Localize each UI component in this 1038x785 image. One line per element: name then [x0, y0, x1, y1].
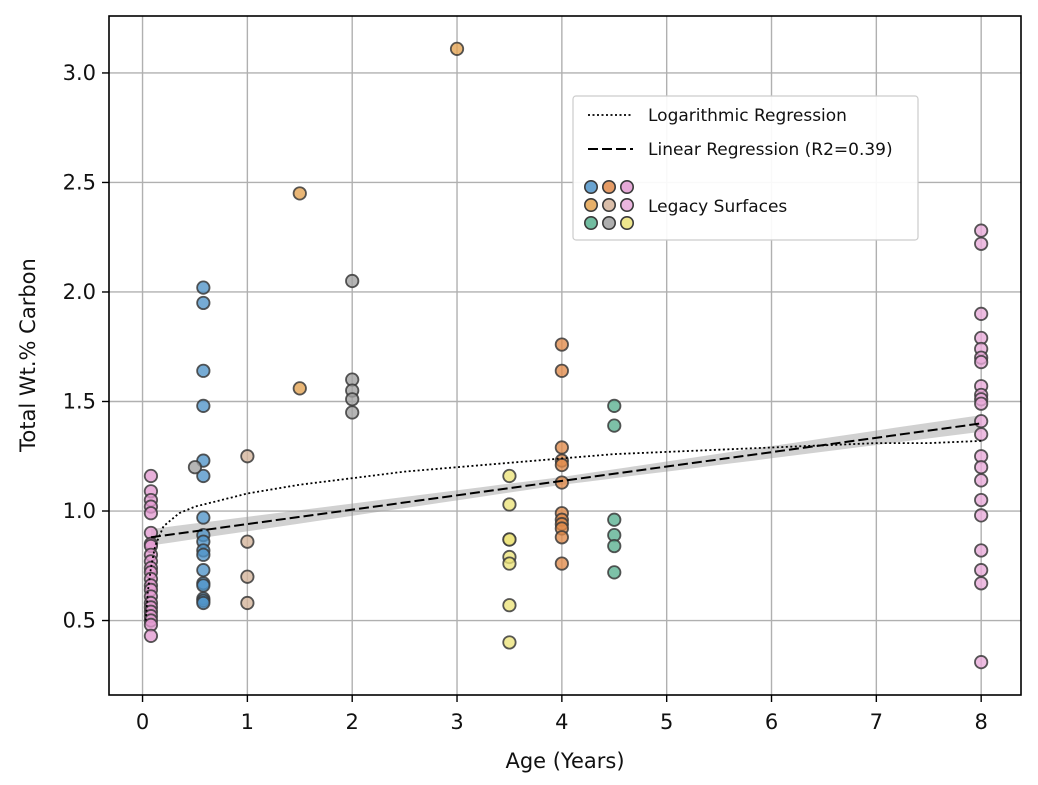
x-tick-label-2: 2 — [346, 710, 359, 734]
y-tick-label-1.0: 1.0 — [63, 499, 96, 523]
x-tick-label-0: 0 — [136, 710, 149, 734]
data-point-s8-20 — [974, 576, 989, 591]
data-point-s3-3 — [240, 595, 255, 611]
y-tick-label-3.0: 3.0 — [63, 61, 96, 85]
data-point-s5-6 — [502, 598, 517, 613]
data-point-s0-0 — [143, 468, 159, 484]
data-point-s5-7 — [502, 635, 517, 650]
data-point-s7-0 — [607, 398, 622, 413]
data-point-s1-16 — [196, 595, 211, 611]
data-point-s4-0 — [292, 186, 307, 201]
data-point-s7-2 — [607, 512, 622, 527]
data-point-s8-21 — [974, 655, 989, 670]
data-point-s8-16 — [974, 492, 989, 508]
data-point-s2-0 — [187, 460, 203, 475]
data-point-s2-1 — [345, 273, 360, 289]
data-point-s0-22 — [143, 628, 159, 643]
data-point-s3-0 — [240, 449, 255, 464]
data-point-s1-2 — [196, 363, 211, 378]
data-point-s6-4 — [554, 457, 569, 473]
y-tick-label-0.5: 0.5 — [63, 609, 96, 633]
legend-legacy-swatches — [583, 180, 634, 231]
data-point-s8-11 — [974, 414, 989, 429]
y-axis-label: Total Wt.% Carbon — [16, 258, 40, 453]
data-point-s1-13 — [196, 578, 211, 593]
data-point-s1-6 — [196, 510, 211, 525]
data-point-s5-5 — [502, 556, 517, 571]
data-point-s4-1 — [292, 381, 307, 396]
data-points — [143, 41, 989, 670]
data-point-s8-2 — [974, 306, 989, 321]
data-point-s1-1 — [196, 295, 211, 311]
legend-legacy-swatch-6 — [583, 216, 598, 231]
x-tick-label-8: 8 — [974, 710, 987, 734]
data-point-s6-11 — [554, 556, 569, 571]
data-point-s6-2 — [554, 440, 569, 455]
y-tick-label-2.5: 2.5 — [63, 170, 96, 194]
data-point-s3-1 — [240, 534, 255, 549]
data-point-s8-1 — [974, 236, 989, 251]
data-point-s6-10 — [554, 530, 569, 545]
legend: Logarithmic Regression Linear Regression… — [572, 95, 919, 241]
legend-box — [572, 95, 919, 241]
data-point-s1-10 — [196, 547, 211, 562]
legend-legacy-label: Legacy Surfaces — [648, 197, 787, 217]
data-point-s8-0 — [974, 223, 989, 238]
data-point-s8-6 — [974, 354, 989, 370]
legend-legacy-swatch-1 — [601, 180, 616, 195]
plot-frame — [108, 15, 1022, 696]
y-tick-label-1.5: 1.5 — [63, 389, 96, 413]
data-point-s3-2 — [240, 569, 255, 584]
x-axis-ticks: 0 1 2 3 4 5 6 7 8 — [136, 695, 988, 734]
x-tick-label-3: 3 — [450, 710, 463, 734]
legend-legacy-swatch-3 — [583, 198, 598, 213]
data-point-s2-5 — [345, 405, 360, 420]
legend-legacy-swatch-0 — [583, 180, 598, 195]
data-point-s7-5 — [607, 565, 622, 580]
data-point-s1-0 — [196, 280, 211, 295]
y-axis-ticks: 0.5 1.0 1.5 2.0 2.5 3.0 — [63, 61, 109, 633]
data-point-s0-4 — [143, 506, 159, 521]
logarithmic-regression-line — [144, 440, 982, 621]
data-point-s2-4 — [345, 392, 360, 407]
data-point-s5-0 — [502, 468, 517, 484]
data-point-s5-1 — [502, 497, 517, 512]
x-tick-label-5: 5 — [660, 710, 673, 734]
data-point-s6-5 — [554, 475, 569, 490]
data-point-s8-17 — [974, 508, 989, 523]
data-point-s1-11 — [196, 563, 211, 578]
x-axis-label: Age (Years) — [505, 749, 624, 773]
legend-legacy-swatch-7 — [601, 216, 616, 231]
data-point-s8-19 — [974, 563, 989, 578]
y-tick-label-2.0: 2.0 — [63, 280, 96, 304]
data-point-s1-3 — [196, 398, 211, 413]
x-tick-label-7: 7 — [870, 710, 883, 734]
data-point-s8-15 — [974, 473, 989, 488]
data-point-s7-4 — [607, 538, 622, 554]
legend-legacy-swatch-2 — [619, 180, 634, 195]
data-point-s6-1 — [554, 363, 569, 378]
legend-legacy-swatch-8 — [619, 216, 634, 231]
data-point-s5-3 — [502, 532, 517, 547]
data-point-s8-10 — [974, 396, 989, 411]
legend-legacy-swatch-4 — [601, 198, 616, 213]
legend-log-label: Logarithmic Regression — [648, 106, 847, 126]
data-point-s8-12 — [974, 427, 989, 442]
x-tick-label-1: 1 — [241, 710, 254, 734]
x-tick-label-4: 4 — [555, 710, 568, 734]
data-point-s4-2 — [449, 41, 465, 56]
data-point-s6-0 — [554, 337, 569, 352]
data-point-s8-14 — [974, 460, 989, 475]
data-point-s8-18 — [974, 543, 989, 558]
legend-legacy-swatch-5 — [619, 198, 634, 213]
legend-linear-label: Linear Regression (R2=0.39) — [648, 140, 893, 160]
data-point-s7-1 — [607, 418, 622, 433]
x-tick-label-6: 6 — [765, 710, 778, 734]
data-point-s1-5 — [196, 468, 211, 484]
